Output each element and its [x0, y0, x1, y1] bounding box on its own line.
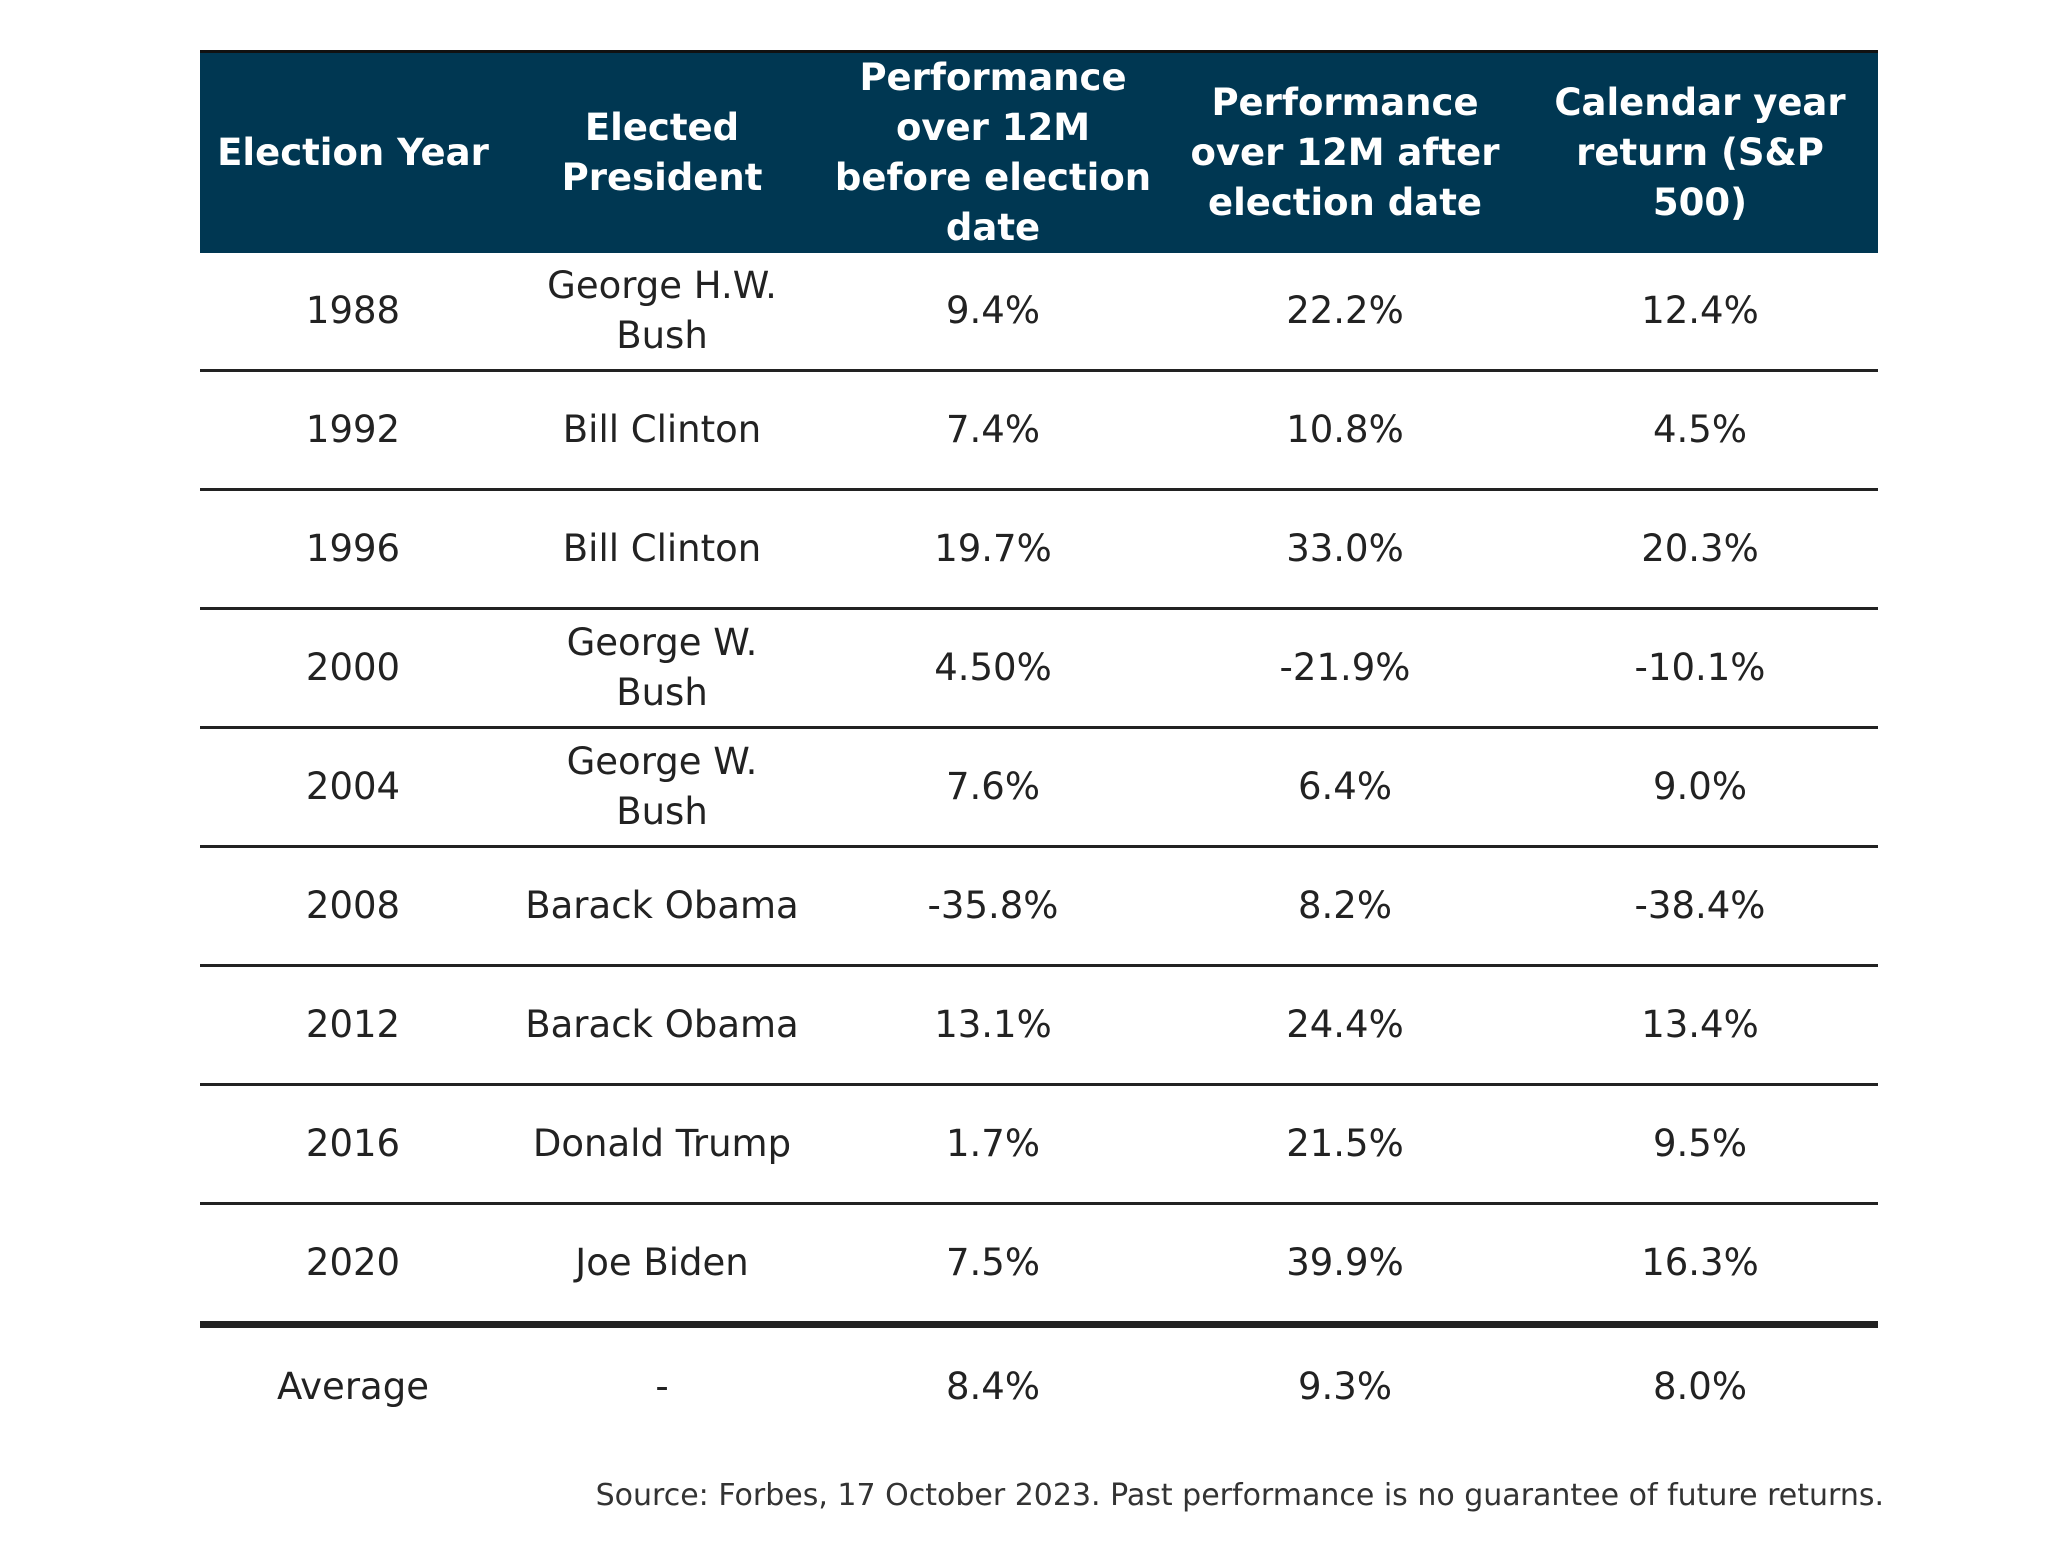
header-elected-president: Elected President [561, 106, 763, 199]
source-note: Source: Forbes, 17 October 2023. Past pe… [595, 1478, 1884, 1513]
calendar-return-cell: 4.5% [1522, 370, 1878, 491]
calendar-return-cell: 9.5% [1522, 1084, 1878, 1205]
calendar-return-cell: 9.0% [1522, 727, 1878, 848]
year-cell: 1996 [200, 489, 506, 610]
header-calendar-year-return: Calendar year return (S&P 500) [1554, 81, 1846, 224]
before-election-cell: 7.6% [818, 727, 1168, 848]
table-row: 2016 Donald Trump 1.7% 21.5% 9.5% [200, 1084, 1878, 1205]
average-before-election-cell: 8.4% [946, 1365, 1040, 1408]
average-year-cell: Average [277, 1365, 429, 1408]
before-election-cell: 7.4% [818, 370, 1168, 491]
president-cell: George H.W. Bush [506, 253, 818, 372]
after-election-cell: 39.9% [1168, 1203, 1522, 1328]
before-election-cell: 13.1% [818, 965, 1168, 1086]
calendar-return-cell: 16.3% [1522, 1203, 1878, 1328]
before-election-cell: 7.5% [818, 1203, 1168, 1328]
president-cell: Barack Obama [506, 846, 818, 967]
after-election-cell: 21.5% [1168, 1084, 1522, 1205]
average-after-election-cell: 9.3% [1298, 1365, 1392, 1408]
table-header: Election Year Elected President Performa… [200, 51, 1878, 253]
year-cell: 2020 [200, 1203, 506, 1328]
before-election-cell: 19.7% [818, 489, 1168, 610]
table-row: 1992 Bill Clinton 7.4% 10.8% 4.5% [200, 370, 1878, 491]
header-performance-after: Performance over 12M after election date [1190, 81, 1500, 224]
before-election-cell: -35.8% [818, 846, 1168, 967]
header-election-year: Election Year [217, 131, 489, 174]
president-cell: Bill Clinton [506, 489, 818, 610]
table-row: 2008 Barack Obama -35.8% 8.2% -38.4% [200, 846, 1878, 967]
header-performance-before: Performance over 12M before election dat… [834, 56, 1152, 249]
year-cell: 2004 [200, 727, 506, 848]
calendar-return-cell: 12.4% [1522, 253, 1878, 372]
calendar-return-cell: 13.4% [1522, 965, 1878, 1086]
year-cell: 2008 [200, 846, 506, 967]
before-election-cell: 4.50% [818, 608, 1168, 729]
average-row: Average - 8.4% 9.3% 8.0% [200, 1325, 1878, 1447]
table-row: 2020 Joe Biden 7.5% 39.9% 16.3% [200, 1203, 1878, 1328]
after-election-cell: 6.4% [1168, 727, 1522, 848]
after-election-cell: 22.2% [1168, 253, 1522, 372]
after-election-cell: 10.8% [1168, 370, 1522, 491]
after-election-cell: -21.9% [1168, 608, 1522, 729]
year-cell: 1988 [200, 253, 506, 372]
before-election-cell: 1.7% [818, 1084, 1168, 1205]
before-election-cell: 9.4% [818, 253, 1168, 372]
year-cell: 1992 [200, 370, 506, 491]
average-president-cell: - [655, 1365, 669, 1408]
table-body: 1988 George H.W. Bush 9.4% 22.2% 12.4% 1992 Bi… [200, 253, 1878, 1446]
average-calendar-return-cell: 8.0% [1653, 1365, 1747, 1408]
year-cell: 2016 [200, 1084, 506, 1205]
year-cell: 2000 [200, 608, 506, 729]
president-cell: Donald Trump [506, 1084, 818, 1205]
table-row: 1988 George H.W. Bush 9.4% 22.2% 12.4% [200, 253, 1878, 372]
year-cell: 2012 [200, 965, 506, 1086]
president-cell: Barack Obama [506, 965, 818, 1086]
header-row: Election Year Elected President Performa… [200, 51, 1878, 253]
table-row: 2004 George W. Bush 7.6% 6.4% 9.0% [200, 727, 1878, 848]
election-returns-table: Election Year Elected President Performa… [200, 50, 1878, 1446]
table-row: 2012 Barack Obama 13.1% 24.4% 13.4% [200, 965, 1878, 1086]
table-row: 2000 George W. Bush 4.50% -21.9% -10.1% [200, 608, 1878, 729]
election-returns-table-container: Election Year Elected President Performa… [200, 50, 1878, 1446]
president-cell: Joe Biden [506, 1203, 818, 1328]
president-cell: George W. Bush [506, 608, 818, 729]
calendar-return-cell: -10.1% [1522, 608, 1878, 729]
calendar-return-cell: -38.4% [1522, 846, 1878, 967]
after-election-cell: 24.4% [1168, 965, 1522, 1086]
president-cell: Bill Clinton [506, 370, 818, 491]
table-row: 1996 Bill Clinton 19.7% 33.0% 20.3% [200, 489, 1878, 610]
calendar-return-cell: 20.3% [1522, 489, 1878, 610]
after-election-cell: 8.2% [1168, 846, 1522, 967]
after-election-cell: 33.0% [1168, 489, 1522, 610]
president-cell: George W. Bush [506, 727, 818, 848]
